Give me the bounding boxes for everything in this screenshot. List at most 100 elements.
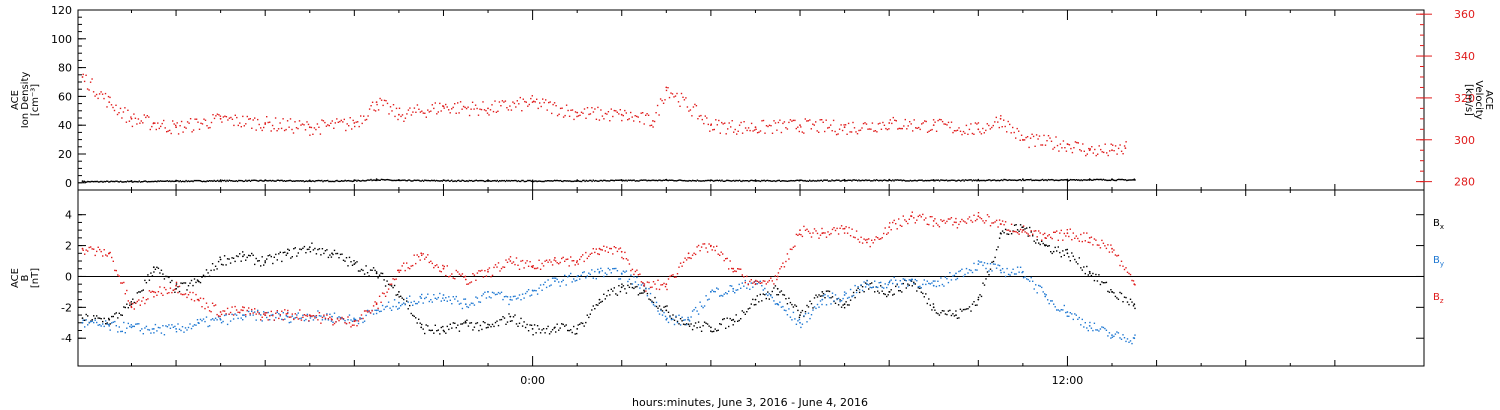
data-point	[85, 249, 87, 251]
data-point	[802, 179, 804, 182]
data-point	[155, 180, 157, 182]
data-point	[275, 253, 277, 256]
data-point	[1038, 230, 1040, 232]
data-point	[886, 233, 888, 235]
data-point	[914, 283, 916, 285]
data-point	[1030, 230, 1032, 232]
data-point	[315, 316, 318, 319]
data-point	[624, 251, 626, 254]
data-point	[630, 179, 632, 181]
data-point	[751, 179, 754, 182]
data-point	[1026, 227, 1028, 229]
data-point	[967, 133, 969, 135]
data-point	[762, 293, 764, 295]
data-point	[955, 180, 957, 182]
data-point	[1046, 179, 1048, 182]
data-point	[315, 315, 318, 317]
data-point	[684, 257, 686, 259]
data-point	[314, 247, 316, 250]
data-point	[942, 179, 944, 181]
data-point	[536, 267, 539, 269]
data-point	[642, 179, 645, 181]
data-point	[998, 180, 1000, 182]
data-point	[861, 242, 864, 244]
data-point	[270, 130, 272, 132]
data-point	[285, 315, 287, 317]
data-point	[797, 320, 799, 322]
data-point	[1069, 312, 1071, 314]
data-point	[1041, 240, 1043, 242]
data-point	[362, 269, 364, 272]
data-point	[515, 179, 517, 182]
data-point	[997, 264, 999, 266]
data-point	[1026, 136, 1029, 138]
data-point	[331, 318, 333, 321]
data-point	[999, 117, 1002, 120]
data-point	[735, 314, 737, 316]
data-point	[673, 319, 676, 321]
data-point	[219, 258, 222, 261]
data-point	[783, 180, 785, 182]
data-point	[534, 180, 536, 182]
data-point	[486, 112, 489, 114]
data-point	[1069, 228, 1071, 230]
data-point	[837, 297, 840, 300]
data-point	[152, 291, 155, 293]
data-point	[464, 298, 467, 300]
data-point	[124, 181, 126, 183]
data-point	[877, 286, 879, 289]
data-point	[282, 251, 284, 254]
data-point	[530, 265, 533, 268]
data-point	[929, 283, 931, 285]
data-point	[556, 114, 559, 117]
data-point	[564, 260, 566, 262]
data-point	[97, 97, 99, 100]
data-point	[433, 266, 435, 269]
data-point	[580, 256, 582, 258]
data-point	[510, 179, 513, 182]
data-point	[487, 326, 489, 329]
data-point	[852, 236, 855, 238]
data-point	[782, 293, 784, 296]
data-point	[1126, 179, 1128, 182]
data-point	[634, 270, 637, 273]
data-point	[754, 283, 757, 286]
data-point	[1106, 152, 1108, 154]
data-point	[96, 180, 98, 183]
data-point	[443, 299, 445, 301]
data-point	[340, 119, 342, 122]
data-point	[94, 317, 96, 320]
data-point	[813, 124, 815, 126]
data-point	[740, 121, 742, 124]
y-axis-label: ACEB[nT]	[10, 268, 41, 288]
data-point	[1080, 150, 1082, 152]
data-point	[165, 325, 167, 327]
y-axis-label-line: B	[20, 274, 31, 281]
data-point	[1096, 280, 1099, 282]
data-point	[147, 274, 149, 276]
data-point	[524, 326, 527, 329]
data-point	[1075, 179, 1078, 181]
data-point	[807, 230, 810, 233]
data-point	[536, 98, 538, 100]
data-point	[586, 275, 588, 277]
data-point	[364, 119, 366, 121]
data-point	[876, 179, 879, 181]
data-point	[536, 325, 539, 327]
data-point	[1045, 244, 1047, 246]
data-point	[658, 114, 660, 116]
data-point	[100, 250, 102, 253]
data-point	[750, 122, 753, 125]
data-point	[315, 253, 318, 255]
data-point	[286, 180, 288, 182]
data-point	[157, 122, 159, 124]
data-point	[221, 179, 224, 182]
data-point	[735, 270, 737, 273]
data-point	[489, 109, 492, 111]
data-point	[1058, 150, 1060, 152]
data-point	[360, 115, 362, 117]
data-point	[186, 121, 189, 123]
data-point	[150, 291, 152, 293]
data-point	[970, 310, 972, 312]
data-point	[603, 118, 605, 120]
